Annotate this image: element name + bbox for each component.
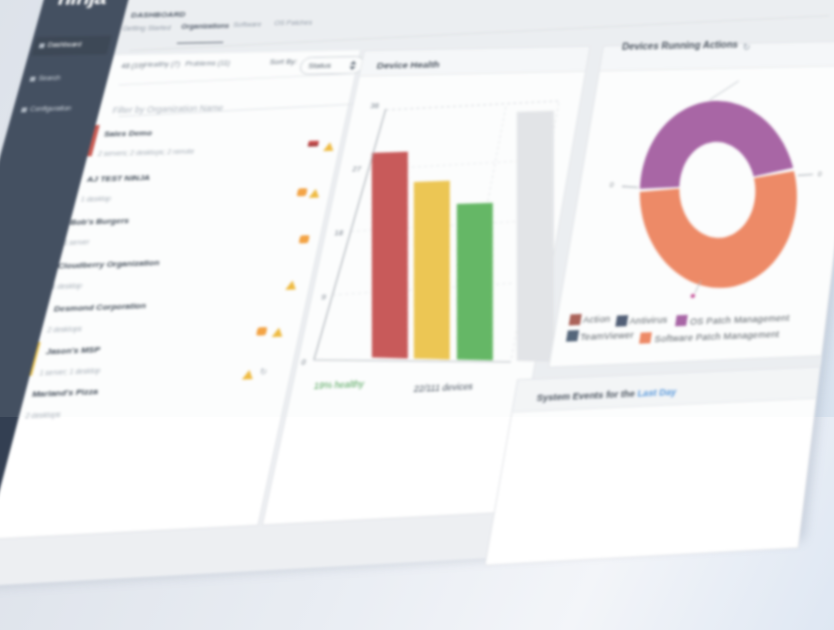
svg-text:9: 9 bbox=[321, 292, 327, 301]
svg-text:36: 36 bbox=[370, 102, 380, 111]
svg-text:18: 18 bbox=[334, 228, 345, 237]
svg-text:0: 0 bbox=[817, 170, 822, 178]
svg-text:27: 27 bbox=[352, 165, 362, 174]
svg-text:0: 0 bbox=[609, 180, 615, 189]
svg-text:0: 0 bbox=[301, 357, 307, 366]
